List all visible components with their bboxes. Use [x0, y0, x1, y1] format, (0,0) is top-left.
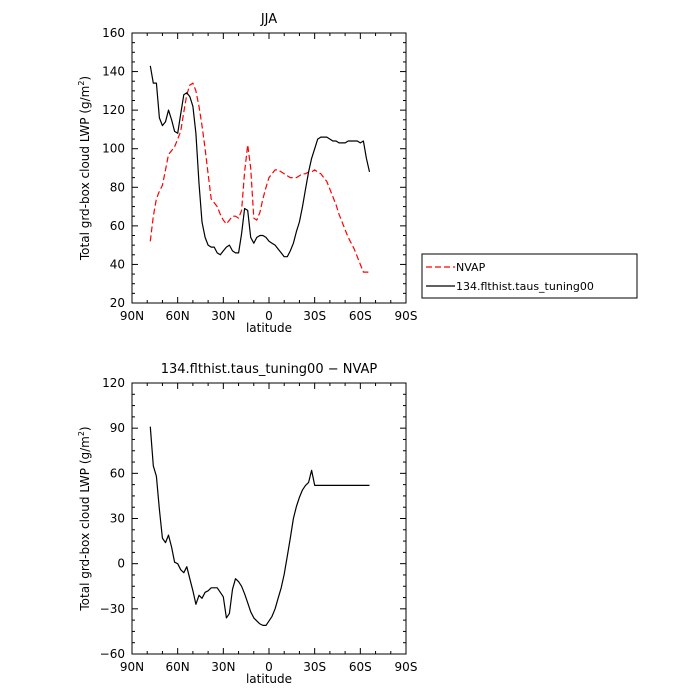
- y-tick-label: −30: [100, 602, 125, 616]
- y-tick-label: 120: [102, 103, 125, 117]
- y-tick-label: 140: [102, 65, 125, 79]
- y-tick-label: 100: [102, 142, 125, 156]
- series-line-model: [149, 426, 370, 627]
- y-axis-label: Total grd-box cloud LWP (g/m2): [77, 426, 92, 611]
- y-tick-label: 80: [110, 180, 125, 194]
- y-tick-label: 160: [102, 26, 125, 40]
- plot-frame: [131, 382, 407, 655]
- legend: NVAP 134.flthist.taus_tuning00: [421, 253, 638, 299]
- y-tick-label: 60: [110, 219, 125, 233]
- chart-title: 134.flthist.taus_tuning00 − NVAP: [161, 362, 378, 377]
- y-axis-label: Total grd-box cloud LWP (g/m2): [77, 76, 92, 261]
- x-tick-label: 90N: [120, 660, 144, 674]
- series-line-nvap: [149, 82, 370, 273]
- y-tick-label: 120: [102, 376, 125, 390]
- x-tick-label: 60S: [349, 660, 372, 674]
- x-tick-label: 60S: [349, 309, 372, 323]
- top-plot: JJA 90N 60N 30N 0 30S 60S 90S 20 40 60 80 100 120 140 1…: [77, 12, 417, 335]
- legend-label-model: 134.flthist.taus_tuning00: [456, 280, 594, 293]
- x-tick-label: 90S: [395, 309, 418, 323]
- x-tick-label: 0: [265, 309, 273, 323]
- chart-title: JJA: [260, 12, 277, 27]
- y-tick-label: 40: [110, 257, 125, 271]
- x-tick-label: 30N: [211, 660, 235, 674]
- series-line-model: [149, 65, 371, 258]
- y-tick-label: 0: [117, 557, 125, 571]
- plot-frame: [131, 32, 407, 304]
- y-tick-label: −60: [100, 647, 125, 661]
- x-tick-label: 0: [265, 660, 273, 674]
- x-tick-label: 90S: [395, 660, 418, 674]
- x-tick-label: 60N: [166, 309, 190, 323]
- x-axis-label: latitude: [246, 321, 292, 335]
- x-axis-label: latitude: [246, 672, 292, 686]
- y-tick-label: 90: [110, 421, 125, 435]
- x-tick-label: 30S: [303, 660, 326, 674]
- y-tick-label: 20: [110, 296, 125, 310]
- legend-label-nvap: NVAP: [456, 261, 486, 274]
- bottom-plot: 134.flthist.taus_tuning00 − NVAP 90N 60N 30…: [77, 362, 417, 686]
- x-tick-label: 60N: [166, 660, 190, 674]
- x-tick-label: 30N: [211, 309, 235, 323]
- legend-box: [421, 253, 638, 299]
- x-tick-label: 90N: [120, 309, 144, 323]
- y-tick-label: 60: [110, 466, 125, 480]
- y-tick-label: 30: [110, 512, 125, 526]
- x-tick-label: 30S: [303, 309, 326, 323]
